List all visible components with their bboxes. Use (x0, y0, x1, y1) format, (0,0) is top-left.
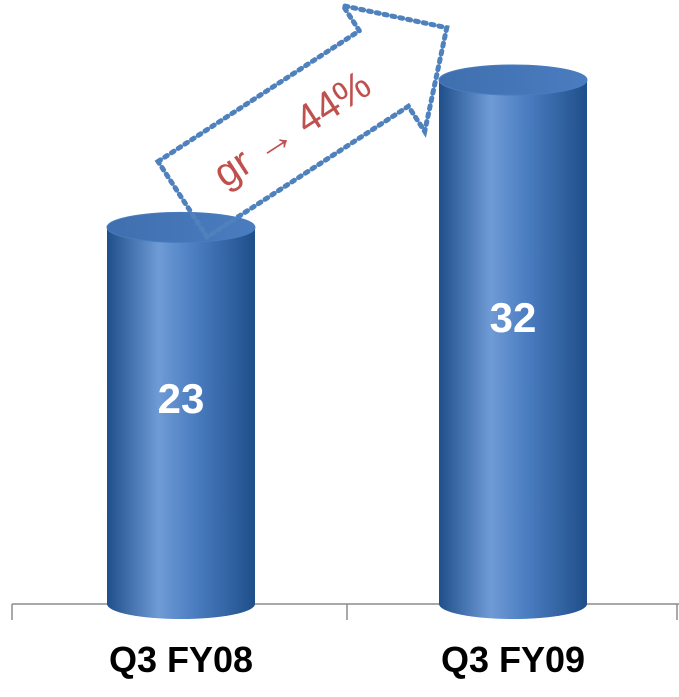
category-label: Q3 FY09 (441, 639, 585, 680)
bar-top (106, 211, 256, 243)
growth-arrow (154, 1, 450, 241)
bar-value-label: 32 (490, 294, 537, 341)
bar-body (107, 227, 255, 619)
bar-body (439, 80, 587, 619)
bar: 23 Q3 FY08 (106, 211, 256, 680)
bar: 32 Q3 FY09 (438, 64, 588, 680)
bar-value-label: 23 (158, 375, 205, 422)
category-label: Q3 FY08 (109, 639, 253, 680)
bars-layer: 23 Q3 FY08 32 Q3 FY09 (106, 64, 588, 680)
growth-annotation-label: gr → 44% (206, 62, 379, 196)
bar-top (438, 64, 588, 96)
